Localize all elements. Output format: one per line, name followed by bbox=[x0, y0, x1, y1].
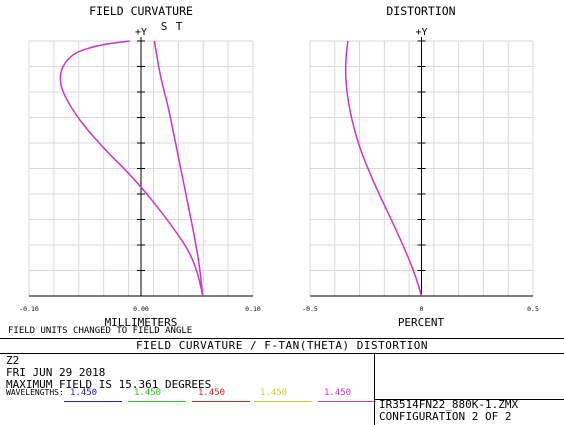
wavelength-color-bar bbox=[254, 401, 312, 402]
series-line-1-1 bbox=[153, 40, 204, 297]
chart-title-2: DISTORTION bbox=[386, 4, 455, 18]
wavelength-color-bar bbox=[192, 401, 250, 402]
wavelength-value: 1.450 bbox=[260, 388, 288, 398]
wavelength-value: 1.450 bbox=[324, 388, 352, 398]
y-axis-label-1: +Y bbox=[135, 27, 147, 38]
field-units-note: FIELD UNITS CHANGED TO FIELD ANGLE bbox=[8, 326, 193, 336]
wavelengths-row: WAVELENGTHS: 1.450 1.450 1.450 1.450 1.450 bbox=[6, 388, 376, 402]
footer-line-surface: Z2 bbox=[6, 354, 20, 367]
x-tick-label: -0.10 bbox=[19, 305, 39, 313]
series-line-1-2 bbox=[59, 40, 204, 297]
footer-divider bbox=[375, 399, 564, 400]
wavelength-value: 1.450 bbox=[198, 388, 226, 398]
x-axis-label-2: PERCENT bbox=[398, 316, 445, 329]
x-tick-label: 0.5 bbox=[527, 305, 539, 313]
x-tick-label: 0.10 bbox=[245, 305, 261, 313]
x-tick-label: -0.5 bbox=[302, 305, 318, 313]
series-marker-s: S bbox=[161, 20, 168, 33]
wavelength-value: 1.450 bbox=[134, 388, 162, 398]
footer-line-max-field: MAXIMUM FIELD IS 15.361 DEGREES bbox=[6, 378, 212, 391]
file-name: IR3514FN22_880K-1.ZMX bbox=[379, 398, 519, 411]
plot-area: FIELD CURVATURE +Y -0.10 0.00 0.10 MILLIMETER… bbox=[19, 4, 539, 329]
y-axis-label-2: +Y bbox=[415, 27, 427, 38]
series-line-2-1 bbox=[344, 40, 423, 297]
footer-panel: FIELD CURVATURE / F-TAN(THETA) DISTORTIO… bbox=[0, 338, 564, 425]
wavelength-color-bar bbox=[128, 401, 186, 402]
x-axis-label-1: MILLIMETERS bbox=[105, 316, 178, 329]
footer-file-box: IR3514FN22_880K-1.ZMX CONFIGURATION 2 OF… bbox=[374, 354, 564, 425]
wavelengths-label: WAVELENGTHS: bbox=[6, 388, 64, 397]
wavelength-color-bar bbox=[64, 401, 122, 402]
wavelength-color-bar bbox=[318, 401, 376, 402]
configuration-label: CONFIGURATION 2 OF 2 bbox=[379, 410, 512, 423]
footer-line-date: FRI JUN 29 2018 bbox=[6, 366, 106, 379]
series-marker-t: T bbox=[176, 20, 183, 33]
x-tick-label: 0 bbox=[420, 305, 424, 313]
chart-title-1: FIELD CURVATURE bbox=[89, 4, 193, 18]
footer-info: Z2 FRI JUN 29 2018 MAXIMUM FIELD IS 15.3… bbox=[6, 355, 370, 391]
wavelength-value: 1.450 bbox=[70, 388, 98, 398]
footer-title: FIELD CURVATURE / F-TAN(THETA) DISTORTIO… bbox=[0, 339, 564, 354]
x-tick-label: 0.00 bbox=[133, 305, 149, 313]
